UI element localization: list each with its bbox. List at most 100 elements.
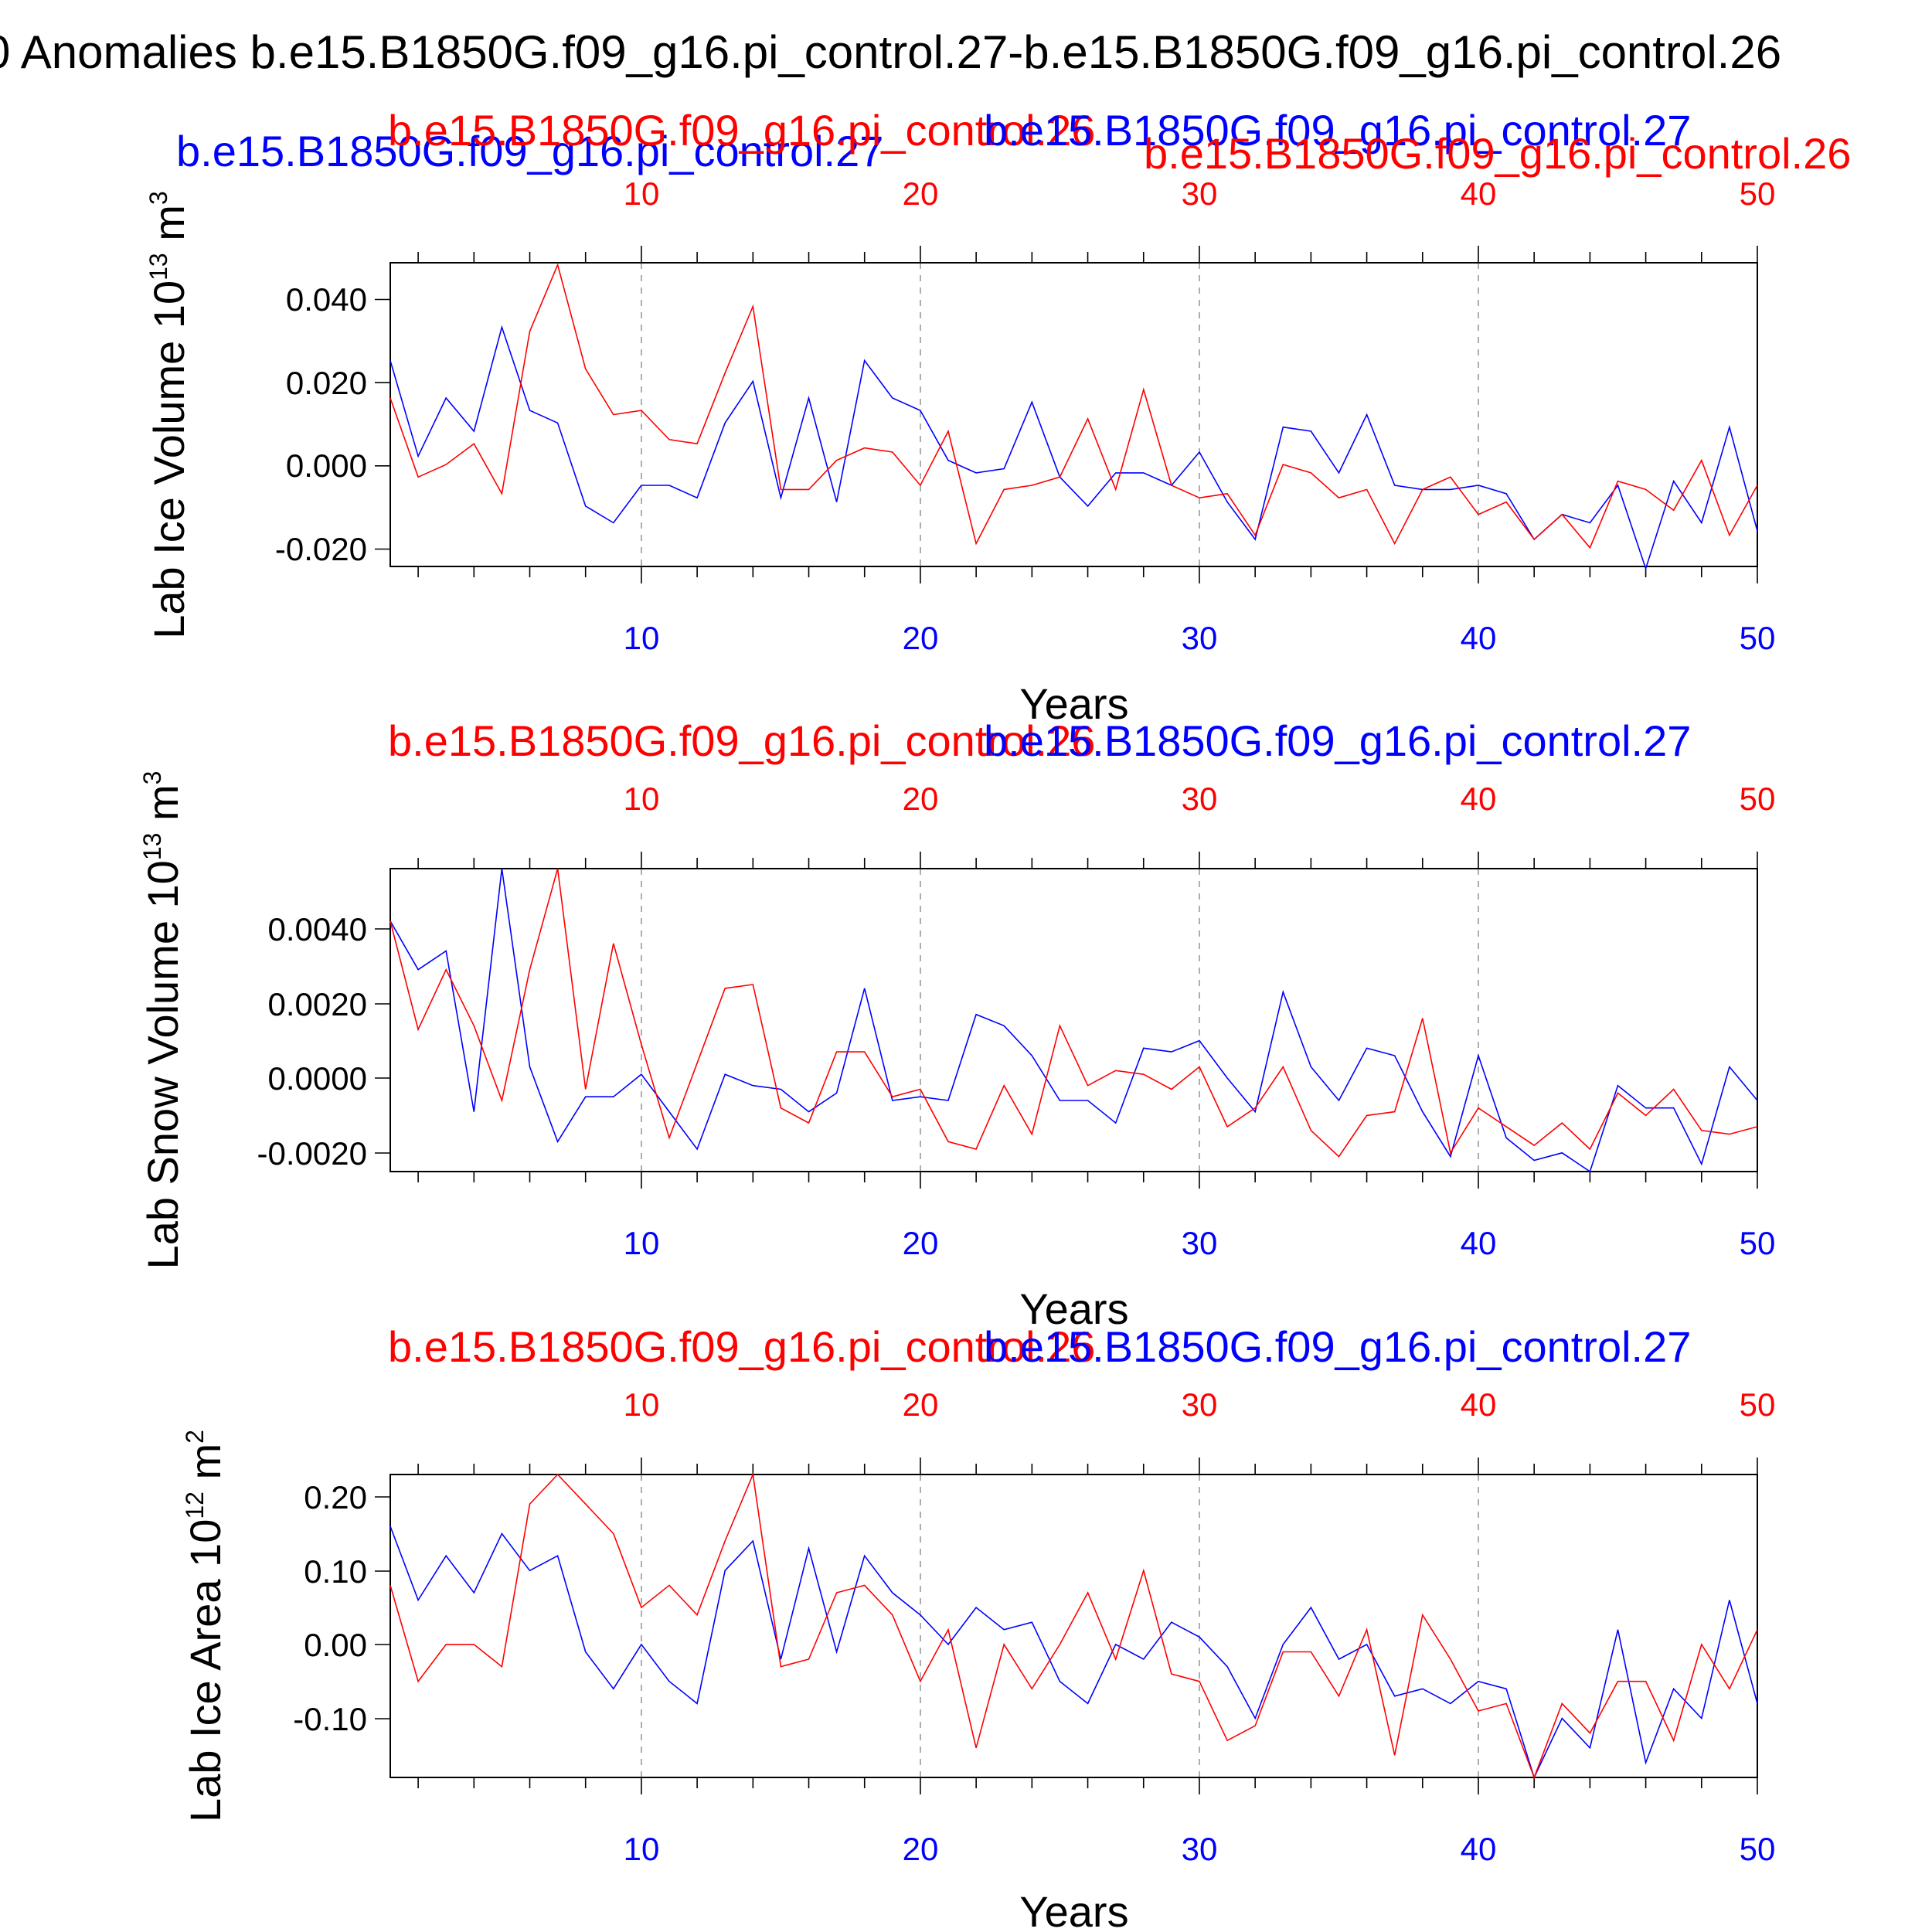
x-minor-ticks xyxy=(417,1458,1758,1794)
y-axis-label-unit: m xyxy=(138,784,187,832)
legend-top-left-series-26: b.e15.B1850G.f09_g16.pi_control.26 xyxy=(388,716,1095,765)
gridlines xyxy=(641,1475,1479,1777)
y-tick-labels: -0.020 0.000 0.020 0.040 xyxy=(275,281,367,567)
plot-area: -0.0020 0.0000 0.0020 0.0040 xyxy=(257,852,1758,1189)
y-axis-label: Lab Ice Volume 1013 m3 xyxy=(145,191,193,639)
x-axis-label: Years xyxy=(1019,1284,1128,1333)
top-xtick-label: 40 xyxy=(1461,1386,1497,1423)
y-axis-label-unit-exp: 3 xyxy=(138,771,166,785)
y-axis-label-text: Lab Ice Area 10 xyxy=(181,1519,230,1822)
bottom-xtick-label: 20 xyxy=(903,1225,939,1261)
panel-lab-snow-volume: b.e15.B1850G.f09_g16.pi_control.26 b.e15… xyxy=(138,716,1775,1333)
bottom-xtick-label: 10 xyxy=(624,1225,660,1261)
y-major-ticks xyxy=(375,298,390,550)
top-xtick-label: 20 xyxy=(903,1386,939,1423)
plot-frame xyxy=(389,868,1758,1172)
ytick-label: 0.040 xyxy=(286,281,367,318)
top-xtick-label: 40 xyxy=(1461,175,1497,212)
top-xtick-label: 20 xyxy=(903,781,939,817)
top-xtick-label: 50 xyxy=(1740,175,1776,212)
y-axis-label-exp: 13 xyxy=(145,253,172,281)
top-xtick-label: 50 xyxy=(1740,781,1776,817)
top-xtick-label: 30 xyxy=(1182,1386,1218,1423)
ytick-label: 0.10 xyxy=(304,1553,367,1590)
series-line-control-27 xyxy=(389,325,1758,571)
bottom-xtick-label: 40 xyxy=(1461,620,1497,656)
y-axis-label-exp: 13 xyxy=(138,833,166,861)
gridlines xyxy=(641,263,1479,566)
bottom-axis-ticklabels: 10 20 30 40 50 xyxy=(624,1225,1776,1261)
legend-top-right-series-27: b.e15.B1850G.f09_g16.pi_control.27 xyxy=(984,106,1691,155)
y-axis-label-text: Lab Snow Volume 10 xyxy=(138,860,187,1269)
ytick-label: 0.0040 xyxy=(268,911,367,947)
series-lines xyxy=(389,868,1758,1173)
plot-frame xyxy=(389,262,1758,567)
series-lines xyxy=(389,1472,1758,1780)
ytick-label: 0.0000 xyxy=(268,1060,367,1097)
y-tick-labels: -0.10 0.00 0.10 0.20 xyxy=(293,1479,367,1737)
series-line-control-26 xyxy=(389,868,1758,1158)
ytick-label: 0.0020 xyxy=(268,986,367,1022)
y-axis-label: Lab Snow Volume 1013 m3 xyxy=(138,771,187,1270)
bottom-xtick-label: 50 xyxy=(1740,1831,1776,1867)
legend-top-right-series-27: b.e15.B1850G.f09_g16.pi_control.27 xyxy=(984,716,1691,765)
series-line-control-26 xyxy=(389,263,1758,549)
legend-left-series-27: b.e15.B1850G.f09_g16.pi_control.27 xyxy=(176,127,883,175)
bottom-xtick-label: 50 xyxy=(1740,620,1776,656)
top-axis-ticklabels: 10 20 30 40 50 xyxy=(624,1386,1776,1423)
y-axis-label-unit-exp: 2 xyxy=(181,1430,209,1444)
x-axis-label: Years xyxy=(1019,679,1128,728)
top-axis-ticklabels: 10 20 30 40 50 xyxy=(624,781,1776,817)
top-xtick-label: 30 xyxy=(1182,175,1218,212)
series-line-control-27 xyxy=(389,868,1758,1173)
panel-lab-ice-area: b.e15.B1850G.f09_g16.pi_control.26 b.e15… xyxy=(181,1322,1775,1932)
page-title: 0 Anomalies b.e15.B1850G.f09_g16.pi_cont… xyxy=(0,26,1781,78)
top-xtick-label: 10 xyxy=(624,1386,660,1423)
y-axis-label-unit: m xyxy=(145,205,193,253)
bottom-xtick-label: 10 xyxy=(624,620,660,656)
top-xtick-label: 10 xyxy=(624,175,660,212)
bottom-xtick-label: 40 xyxy=(1461,1225,1497,1261)
ytick-label: 0.20 xyxy=(304,1479,367,1515)
legend-right-series-26: b.e15.B1850G.f09_g16.pi_control.26 xyxy=(1144,129,1851,178)
series-line-control-26 xyxy=(389,1472,1758,1780)
ytick-label: -0.0020 xyxy=(257,1135,367,1172)
y-major-ticks xyxy=(375,1496,390,1719)
ytick-label: -0.10 xyxy=(293,1701,367,1737)
top-xtick-label: 50 xyxy=(1740,1386,1776,1423)
panel-lab-ice-volume: b.e15.B1850G.f09_g16.pi_control.27 b.e15… xyxy=(145,106,1851,728)
x-axis-label: Years xyxy=(1019,1887,1128,1932)
gridlines xyxy=(641,869,1479,1172)
bottom-xtick-label: 20 xyxy=(903,1831,939,1867)
top-xtick-label: 30 xyxy=(1182,781,1218,817)
y-axis-label-unit-exp: 3 xyxy=(145,191,172,205)
y-axis-label-unit: m xyxy=(181,1444,230,1492)
bottom-xtick-label: 20 xyxy=(903,620,939,656)
plot-frame xyxy=(389,1474,1758,1778)
legend-top-left-series-26: b.e15.B1850G.f09_g16.pi_control.26 xyxy=(388,1322,1095,1371)
y-axis-label: Lab Ice Area 1012 m2 xyxy=(181,1430,230,1822)
ytick-label: -0.020 xyxy=(275,531,367,567)
x-minor-ticks xyxy=(417,246,1758,583)
series-line-control-27 xyxy=(389,1526,1758,1780)
y-tick-labels: -0.0020 0.0000 0.0020 0.0040 xyxy=(257,911,367,1172)
legend-top-right-series-27: b.e15.B1850G.f09_g16.pi_control.27 xyxy=(984,1322,1691,1371)
ytick-label: 0.000 xyxy=(286,447,367,484)
bottom-xtick-label: 50 xyxy=(1740,1225,1776,1261)
y-axis-label-text: Lab Ice Volume 10 xyxy=(145,281,193,639)
ytick-label: 0.020 xyxy=(286,365,367,401)
x-minor-ticks xyxy=(417,852,1758,1189)
bottom-xtick-label: 40 xyxy=(1461,1831,1497,1867)
series-lines xyxy=(389,263,1758,571)
top-xtick-label: 10 xyxy=(624,781,660,817)
top-axis-ticklabels: 10 20 30 40 50 xyxy=(624,175,1776,212)
bottom-xtick-label: 30 xyxy=(1182,1225,1218,1261)
bottom-axis-ticklabels: 10 20 30 40 50 xyxy=(624,1831,1776,1867)
bottom-xtick-label: 30 xyxy=(1182,620,1218,656)
bottom-xtick-label: 10 xyxy=(624,1831,660,1867)
y-major-ticks xyxy=(375,928,390,1154)
plot-area: -0.020 0.000 0.020 0.040 xyxy=(275,246,1758,583)
plot-area: -0.10 0.00 0.10 0.20 xyxy=(293,1458,1758,1794)
bottom-xtick-label: 30 xyxy=(1182,1831,1218,1867)
